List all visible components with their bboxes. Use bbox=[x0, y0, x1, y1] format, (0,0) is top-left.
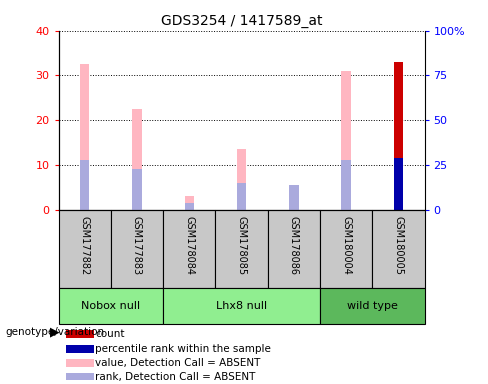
Bar bbox=[215, 210, 268, 288]
Text: value, Detection Call = ABSENT: value, Detection Call = ABSENT bbox=[95, 358, 261, 368]
Text: genotype/variation: genotype/variation bbox=[5, 327, 104, 337]
Text: Nobox null: Nobox null bbox=[81, 301, 141, 311]
Bar bbox=[320, 288, 425, 324]
Bar bbox=[237, 149, 246, 210]
Bar bbox=[66, 330, 94, 338]
Bar bbox=[132, 169, 142, 210]
Title: GDS3254 / 1417589_at: GDS3254 / 1417589_at bbox=[161, 14, 322, 28]
Text: Lhx8 null: Lhx8 null bbox=[216, 301, 267, 311]
Text: GSM178085: GSM178085 bbox=[237, 216, 246, 275]
Text: GSM178086: GSM178086 bbox=[289, 216, 299, 275]
Text: wild type: wild type bbox=[347, 301, 398, 311]
Text: GSM180005: GSM180005 bbox=[393, 216, 404, 275]
Text: ▶: ▶ bbox=[50, 326, 60, 339]
Text: percentile rank within the sample: percentile rank within the sample bbox=[95, 344, 271, 354]
Bar bbox=[66, 359, 94, 367]
Bar bbox=[163, 210, 215, 288]
Bar bbox=[289, 185, 299, 210]
Bar bbox=[320, 210, 372, 288]
Bar bbox=[342, 161, 351, 210]
Bar bbox=[372, 210, 425, 288]
Bar bbox=[342, 71, 351, 210]
Bar bbox=[80, 64, 89, 210]
Bar bbox=[394, 158, 403, 210]
Text: rank, Detection Call = ABSENT: rank, Detection Call = ABSENT bbox=[95, 372, 256, 382]
Text: count: count bbox=[95, 329, 124, 339]
Text: GSM177882: GSM177882 bbox=[80, 216, 90, 275]
Text: GSM177883: GSM177883 bbox=[132, 216, 142, 275]
Bar bbox=[237, 183, 246, 210]
Bar bbox=[59, 288, 163, 324]
Bar bbox=[132, 109, 142, 210]
Bar bbox=[66, 346, 94, 353]
Bar bbox=[111, 210, 163, 288]
Text: GSM180004: GSM180004 bbox=[341, 216, 351, 275]
Bar bbox=[184, 196, 194, 210]
Bar bbox=[184, 203, 194, 210]
Bar bbox=[59, 210, 111, 288]
Bar bbox=[394, 62, 403, 210]
Bar bbox=[80, 161, 89, 210]
Bar bbox=[66, 374, 94, 381]
Text: GSM178084: GSM178084 bbox=[184, 216, 194, 275]
Bar bbox=[289, 187, 299, 210]
Bar bbox=[163, 288, 320, 324]
Bar bbox=[394, 62, 403, 210]
Bar bbox=[394, 158, 403, 210]
Bar bbox=[268, 210, 320, 288]
